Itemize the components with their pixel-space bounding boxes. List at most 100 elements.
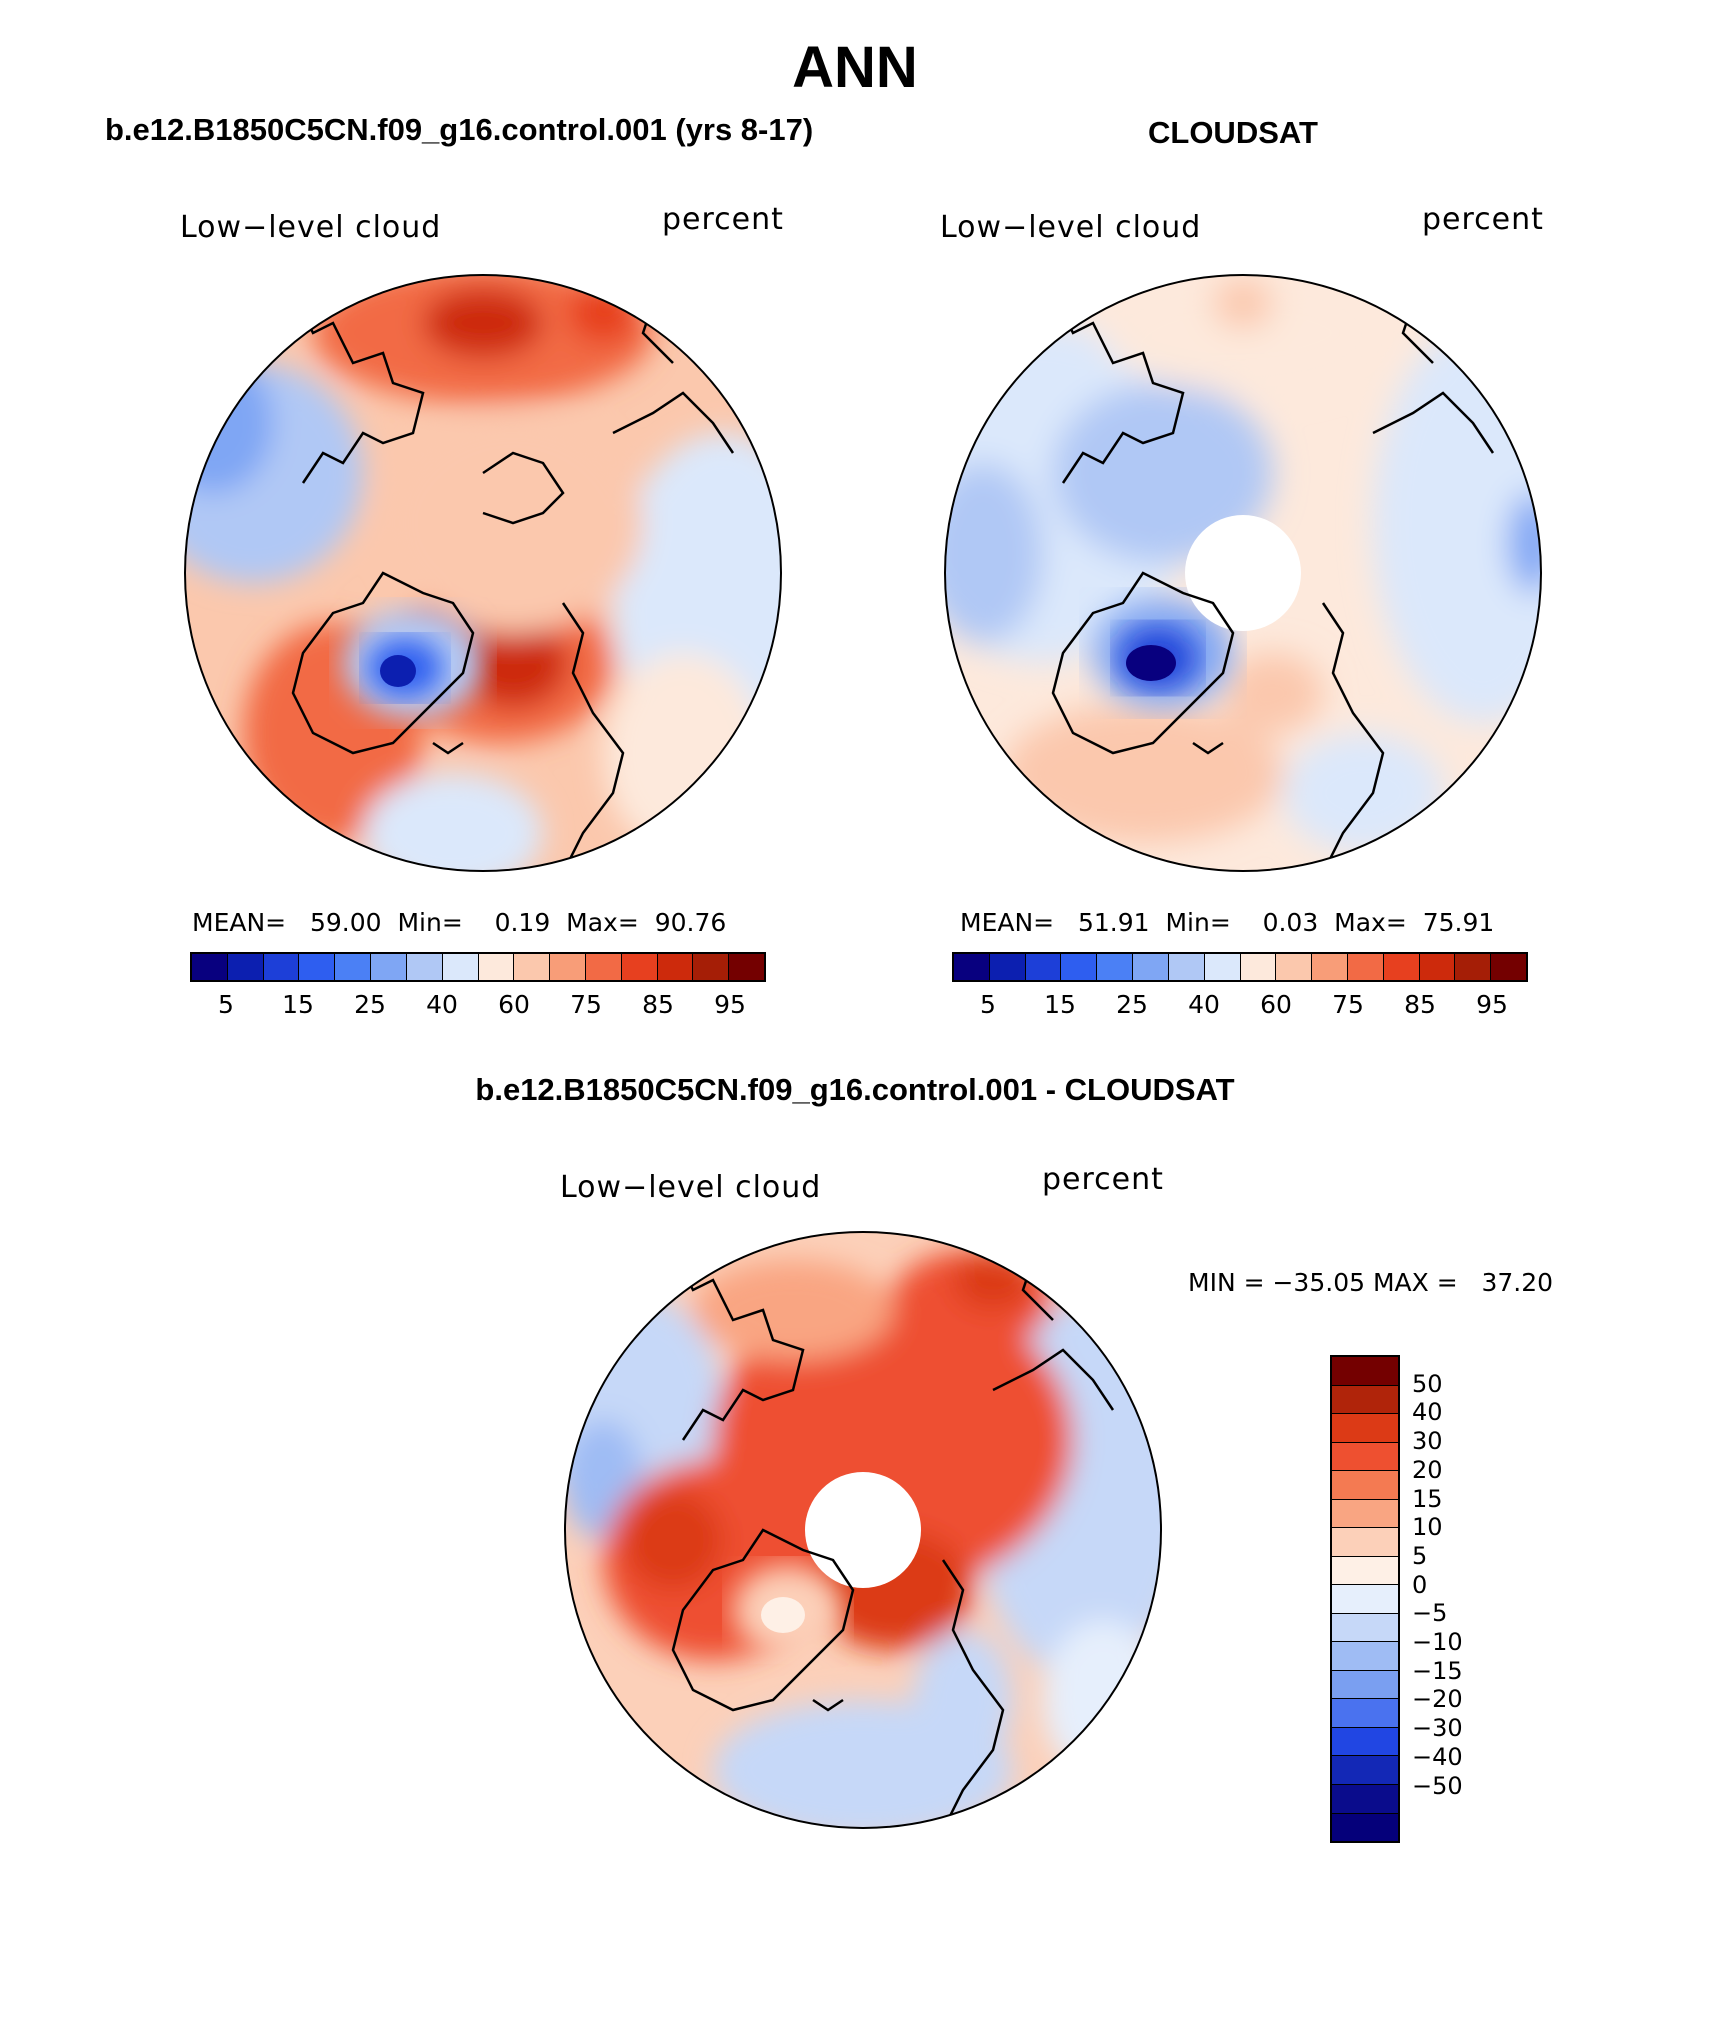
panel-2-colorbar-tick-label: 5 [980,990,996,1019]
panel-3-colorbar-tick-label: −30 [1412,1714,1463,1743]
panel-3-colorbar-swatch [1332,1442,1398,1472]
panel-2-colorbar-ticks: 5 15 25 40 60 75 85 95 [952,990,1528,1020]
panel-3-colorbar-tick-label: −40 [1412,1742,1463,1771]
panel-2-colorbar-swatch [989,954,1026,980]
panel-3-missing-data-pole [805,1472,921,1588]
panel-1-variable-label: Low−level cloud [180,210,442,245]
panel-2-colorbar-swatch [1025,954,1062,980]
panel-3-colorbar [1330,1355,1400,1843]
figure-title: ANN [792,35,918,100]
panel-3-colorbar-swatch [1332,1613,1398,1643]
panel-2-colorbar-swatch [1097,954,1134,980]
panel-3-colorbar-tick-label: 40 [1412,1398,1443,1427]
panel-3-colorbar-swatch [1332,1756,1398,1785]
panel-3-colorbar-tick-label: 10 [1412,1513,1443,1542]
panel-2-missing-data-pole [1185,515,1301,631]
panel-1-colorbar-swatch [192,954,228,980]
panel-1-colorbar-ticks: 5 15 25 40 60 75 85 95 [190,990,766,1020]
panel-2-variable-label: Low−level cloud [940,210,1202,245]
panel-1-stats: MEAN= 59.00 Min= 0.19 Max= 90.76 [192,908,726,937]
panel-1-min-label: Min= [397,908,463,937]
panel-2-colorbar-swatch [1419,954,1456,980]
panel-2-colorbar-tick-label: 85 [1404,990,1436,1019]
panel-3-colorbar-swatch [1332,1813,1398,1842]
panel-3-colorbar-swatch [1332,1357,1398,1386]
panel-3-colorbar-tick-label: 30 [1412,1427,1443,1456]
panel-2-min-value: 0.03 [1262,908,1319,937]
panel-1-colorbar-tick-label: 40 [426,990,458,1019]
panel-3-colorbar-swatch [1332,1699,1398,1728]
panel-2-colorbar-swatch [1240,954,1277,980]
panel-2-colorbar-tick-label: 40 [1188,990,1220,1019]
panel-1-colorbar-swatch [693,954,730,980]
panel-3-colorbar-tick-label: −50 [1412,1771,1463,1800]
panel-2-min-label: Min= [1165,908,1231,937]
panel-1-colorbar-swatch [729,954,764,980]
panel-2-colorbar-swatch [954,954,990,980]
panel-2-polar-map [944,274,1542,872]
panel-1-colorbar-swatch [550,954,586,980]
panel-1-max-value: 90.76 [654,908,727,937]
panel-1-colorbar-swatch [371,954,407,980]
panel-1-title: b.e12.B1850C5CN.f09_g16.control.001 (yrs… [105,112,814,147]
panel-1-colorbar-tick-label: 75 [570,990,602,1019]
panel-1-colorbar [190,952,766,982]
panel-3-units-label: percent [1042,1162,1164,1197]
panel-3-colorbar-tick-label: −5 [1412,1599,1448,1628]
panel-2-colorbar-swatch [1455,954,1492,980]
panel-2-max-label: Max= [1334,908,1407,937]
panel-1-colorbar-swatch [335,954,372,980]
panel-1-colorbar-swatch [227,954,264,980]
panel-2-colorbar-swatch [1204,954,1241,980]
panel-2-colorbar [952,952,1528,982]
panel-2-colorbar-swatch [1276,954,1313,980]
panel-1-colorbar-tick-label: 15 [282,990,314,1019]
panel-2-colorbar-swatch [1383,954,1420,980]
panel-1-colorbar-swatch [585,954,622,980]
panel-3-colorbar-swatch [1332,1556,1398,1586]
panel-1-units-label: percent [662,202,784,237]
panel-1-colorbar-swatch [478,954,515,980]
panel-1-mean-value: 59.00 [309,908,382,937]
panel-2-colorbar-swatch [1168,954,1205,980]
panel-2-colorbar-tick-label: 75 [1332,990,1364,1019]
panel-3-colorbar-swatch [1332,1414,1398,1443]
panel-1-colorbar-swatch [299,954,336,980]
panel-1-colorbar-tick-label: 25 [354,990,386,1019]
panel-1-colorbar-swatch [406,954,443,980]
panel-3-title: b.e12.B1850C5CN.f09_g16.control.001 - CL… [475,1072,1235,1107]
panel-3-colorbar-swatch [1332,1642,1398,1671]
panel-1-colorbar-tick-label: 5 [218,990,234,1019]
panel-2-colorbar-swatch [1312,954,1348,980]
panel-2-mean-value: 51.91 [1077,908,1150,937]
panel-1-min-value: 0.19 [494,908,551,937]
panel-1-colorbar-tick-label: 95 [714,990,746,1019]
panel-3-colorbar-swatch [1332,1385,1398,1415]
panel-1-colorbar-swatch [657,954,694,980]
panel-3-colorbar-tick-label: 15 [1412,1484,1443,1513]
panel-2-colorbar-swatch [1133,954,1169,980]
panel-2-colorbar-swatch [1061,954,1098,980]
panel-3-colorbar-swatch [1332,1528,1398,1557]
panel-3-colorbar-tick-label: 0 [1412,1570,1428,1599]
panel-3-colorbar-swatch [1332,1471,1398,1500]
panel-1-colorbar-swatch [621,954,658,980]
panel-1-polar-map [184,274,782,872]
panel-1-colorbar-swatch [263,954,300,980]
panel-2-mean-label: MEAN= [960,908,1055,937]
panel-1-colorbar-swatch [442,954,479,980]
panel-2-title: CLOUDSAT [1148,115,1318,150]
panel-3-colorbar-tick-label: 20 [1412,1455,1443,1484]
panel-3-colorbar-swatch [1332,1670,1398,1700]
panel-2-colorbar-swatch [1347,954,1384,980]
panel-3-colorbar-tick-label: −10 [1412,1628,1463,1657]
panel-2-units-label: percent [1422,202,1544,237]
panel-1-mean-label: MEAN= [192,908,287,937]
panel-2-stats: MEAN= 51.91 Min= 0.03 Max= 75.91 [960,908,1494,937]
panel-2-max-value: 75.91 [1422,908,1495,937]
panel-3-stats: MIN = −35.05 MAX = 37.20 [1188,1268,1554,1297]
panel-3-colorbar-tick-label: −20 [1412,1685,1463,1714]
panel-2-colorbar-tick-label: 95 [1476,990,1508,1019]
panel-3-colorbar-tick-label: 5 [1412,1541,1428,1570]
panel-1-colorbar-swatch [514,954,551,980]
